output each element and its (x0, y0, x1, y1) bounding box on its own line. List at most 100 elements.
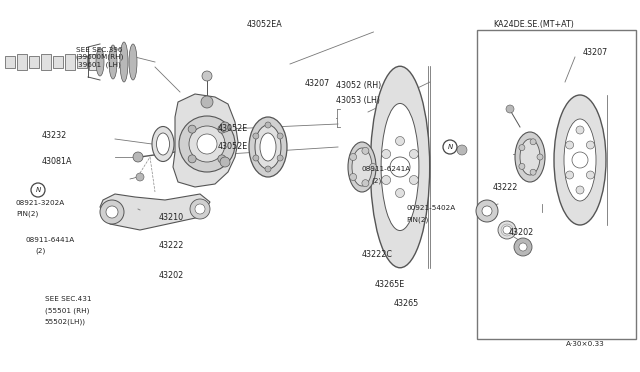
Circle shape (576, 126, 584, 134)
Circle shape (265, 166, 271, 172)
Circle shape (218, 155, 226, 163)
Bar (89, 54, 99, 70)
Circle shape (189, 126, 225, 162)
Circle shape (390, 157, 410, 177)
Text: 43052EA: 43052EA (246, 20, 282, 29)
Circle shape (220, 122, 230, 132)
Circle shape (506, 105, 514, 113)
Circle shape (498, 221, 516, 239)
Ellipse shape (348, 142, 376, 192)
Ellipse shape (564, 119, 596, 201)
Text: 43052 (RH): 43052 (RH) (336, 81, 381, 90)
Ellipse shape (515, 132, 545, 182)
Ellipse shape (352, 148, 372, 186)
Bar (5, 56, 15, 68)
Text: 43081A: 43081A (42, 157, 72, 166)
Circle shape (476, 200, 498, 222)
Ellipse shape (249, 117, 287, 177)
Polygon shape (100, 194, 210, 230)
Circle shape (514, 238, 532, 256)
Circle shape (503, 226, 511, 234)
Circle shape (443, 140, 457, 154)
Ellipse shape (120, 42, 128, 82)
Circle shape (381, 176, 390, 185)
Text: N: N (35, 187, 40, 193)
Circle shape (586, 171, 595, 179)
Circle shape (201, 96, 213, 108)
Bar (65, 54, 75, 70)
Text: 00921-5402A: 00921-5402A (406, 205, 456, 211)
Bar (77, 56, 87, 68)
Text: 43207: 43207 (582, 48, 607, 57)
Ellipse shape (381, 103, 419, 231)
Circle shape (197, 134, 217, 154)
Circle shape (253, 155, 259, 161)
Ellipse shape (554, 95, 606, 225)
Text: 43265E: 43265E (374, 280, 404, 289)
Circle shape (519, 243, 527, 251)
Circle shape (277, 155, 283, 161)
Text: 43232: 43232 (42, 131, 67, 140)
Ellipse shape (96, 48, 104, 76)
Text: KA24DE.SE.(MT+AT): KA24DE.SE.(MT+AT) (493, 20, 573, 29)
Circle shape (106, 206, 118, 218)
Circle shape (410, 176, 419, 185)
Text: 43210: 43210 (159, 213, 184, 222)
Circle shape (202, 71, 212, 81)
Circle shape (519, 163, 525, 169)
Text: 43202: 43202 (509, 228, 534, 237)
Circle shape (572, 152, 588, 168)
Text: 43202: 43202 (159, 271, 184, 280)
Circle shape (566, 141, 573, 149)
Ellipse shape (260, 133, 276, 161)
Circle shape (369, 164, 376, 170)
Text: 43207: 43207 (304, 79, 330, 88)
Polygon shape (173, 94, 238, 187)
Circle shape (349, 173, 356, 180)
Bar (17, 54, 27, 70)
Circle shape (195, 204, 205, 214)
Text: SEE SEC.396
(39600M(RH)
39601  (LH): SEE SEC.396 (39600M(RH) 39601 (LH) (75, 46, 124, 67)
Circle shape (188, 125, 196, 133)
Circle shape (218, 125, 226, 133)
Circle shape (396, 137, 404, 145)
Text: 43052E: 43052E (218, 142, 248, 151)
Text: 08911-6441A: 08911-6441A (26, 237, 75, 243)
Circle shape (586, 141, 595, 149)
Circle shape (457, 145, 467, 155)
Circle shape (530, 169, 536, 175)
Text: SEE SEC.431: SEE SEC.431 (45, 296, 92, 302)
Ellipse shape (129, 44, 137, 80)
Circle shape (576, 186, 584, 194)
Ellipse shape (255, 125, 281, 169)
Ellipse shape (157, 133, 170, 155)
Circle shape (519, 145, 525, 151)
Circle shape (100, 200, 124, 224)
Circle shape (277, 133, 283, 139)
Text: 43222: 43222 (159, 241, 184, 250)
Text: 43052E: 43052E (218, 124, 248, 133)
Bar (53, 56, 63, 68)
Text: (2): (2) (35, 248, 45, 254)
Circle shape (482, 206, 492, 216)
Bar (29, 56, 39, 68)
Circle shape (566, 171, 573, 179)
Circle shape (396, 189, 404, 198)
Text: PIN(2): PIN(2) (16, 211, 38, 217)
Text: 43222: 43222 (493, 183, 518, 192)
Circle shape (537, 154, 543, 160)
Text: 08911-6241A: 08911-6241A (362, 166, 411, 172)
Bar (477, 30, 636, 339)
Text: 08921-3202A: 08921-3202A (16, 200, 65, 206)
Bar (41, 54, 51, 70)
Circle shape (362, 147, 369, 154)
Circle shape (265, 122, 271, 128)
Circle shape (410, 150, 419, 158)
Circle shape (530, 139, 536, 145)
Text: 43222C: 43222C (362, 250, 392, 259)
Text: PIN(2): PIN(2) (406, 216, 429, 223)
Circle shape (179, 116, 235, 172)
Text: 43265: 43265 (394, 299, 419, 308)
Text: (2): (2) (371, 177, 381, 184)
Circle shape (136, 173, 144, 181)
